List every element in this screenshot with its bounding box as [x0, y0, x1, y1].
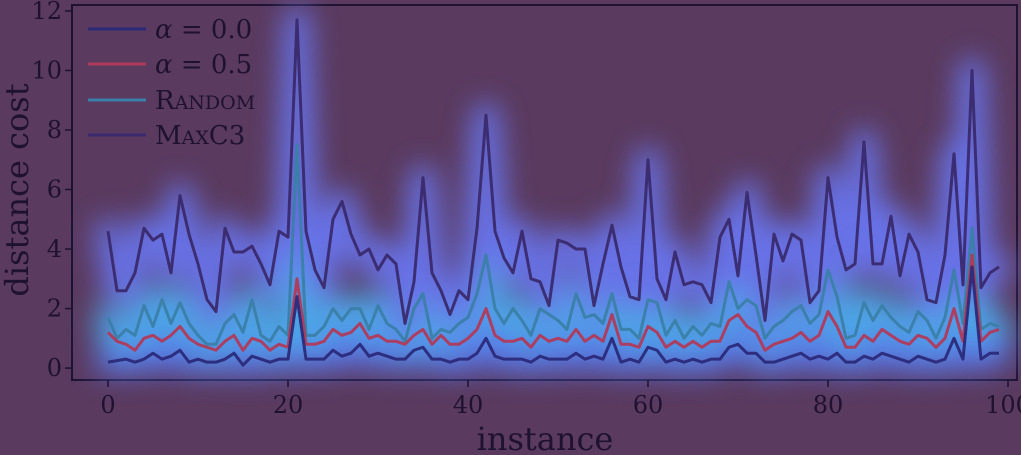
x-axis-label: instance — [477, 420, 614, 455]
series-line-2 — [106, 143, 1000, 346]
legend: α = 0.0 α = 0.5 RANDOM MAXC3 — [88, 15, 255, 151]
legend-entry-alpha-0: α = 0.0 — [155, 15, 252, 45]
x-tick-label: 40 — [453, 391, 484, 419]
y-axis: 0 2 4 6 8 10 12 — [31, 0, 72, 382]
x-tick-label: 20 — [273, 391, 304, 419]
y-tick-label: 10 — [31, 56, 62, 84]
y-tick-label: 0 — [47, 354, 62, 382]
y-tick-label: 4 — [47, 235, 62, 263]
x-axis: 0 20 40 60 80 100 — [100, 380, 1021, 419]
x-tick-label: 60 — [633, 391, 664, 419]
legend-entry-alpha-05: α = 0.5 — [155, 50, 252, 80]
y-axis-label: distance cost — [0, 83, 36, 296]
y-tick-label: 8 — [47, 116, 62, 144]
series-line-0 — [107, 265, 999, 367]
legend-entry-maxc3: MAXC3 — [155, 121, 245, 151]
x-tick-label: 80 — [813, 391, 844, 419]
x-tick-label: 0 — [100, 391, 115, 419]
y-tick-label: 2 — [47, 295, 62, 323]
x-tick-label: 100 — [985, 391, 1021, 419]
series-line-1 — [106, 253, 1000, 352]
legend-entry-random: RANDOM — [155, 86, 255, 116]
series-layer — [106, 18, 1000, 367]
y-tick-label: 12 — [31, 0, 62, 25]
y-tick-label: 6 — [47, 176, 62, 204]
series-line-3 — [106, 18, 1000, 325]
